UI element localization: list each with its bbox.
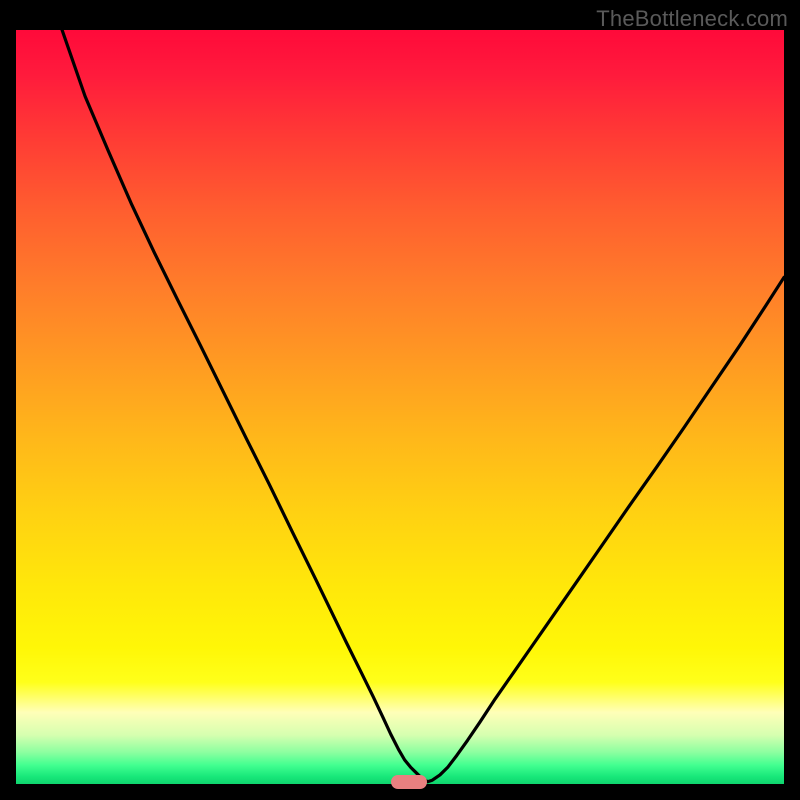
watermark-text: TheBottleneck.com: [596, 6, 788, 32]
minimum-marker: [391, 775, 427, 789]
bottleneck-curve: [16, 30, 784, 784]
chart-frame: TheBottleneck.com: [0, 0, 800, 800]
plot-area: [16, 30, 784, 784]
